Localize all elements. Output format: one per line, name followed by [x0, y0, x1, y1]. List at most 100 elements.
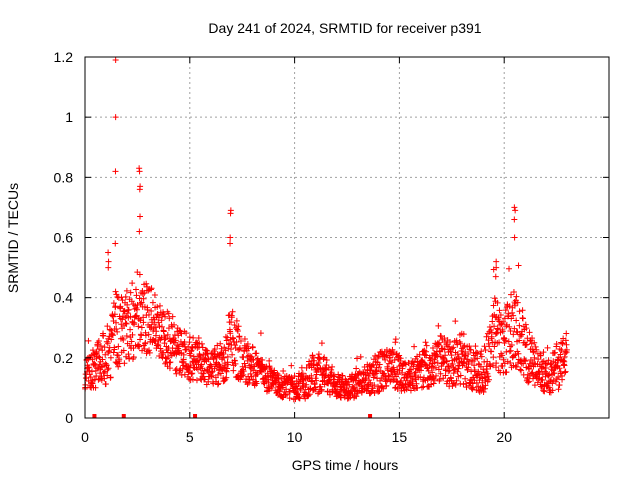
y-tick-label: 1.2 [54, 49, 74, 65]
data-point [562, 368, 569, 375]
data-point [525, 378, 532, 385]
data-point [136, 271, 143, 278]
data-point [193, 358, 200, 365]
data-point [500, 318, 507, 325]
data-point [112, 288, 119, 295]
data-point [391, 357, 398, 364]
grid-lines [85, 57, 609, 418]
data-point [383, 382, 390, 389]
data-point [111, 346, 118, 353]
data-point [435, 366, 442, 373]
data-point [417, 373, 424, 380]
data-point [368, 363, 375, 370]
data-point [225, 345, 232, 352]
data-point [353, 365, 360, 372]
data-point [366, 377, 373, 384]
data-point [458, 348, 465, 355]
data-point [142, 332, 149, 339]
data-point [472, 343, 479, 350]
data-point [247, 353, 254, 360]
data-point [286, 395, 293, 402]
data-point [137, 213, 144, 220]
data-point [441, 346, 448, 353]
data-point [165, 325, 172, 332]
data-point [408, 366, 415, 373]
data-point [394, 385, 401, 392]
data-point [323, 356, 330, 363]
data-point [404, 377, 411, 384]
data-point [517, 366, 524, 373]
data-point [516, 322, 523, 329]
x-tick-label: 5 [186, 429, 194, 445]
data-point [157, 345, 164, 352]
data-point [140, 314, 147, 321]
data-point [375, 388, 382, 395]
data-point [107, 354, 114, 361]
y-tick-label: 0 [65, 410, 73, 426]
data-point [521, 357, 528, 364]
data-point [511, 204, 518, 211]
data-point [390, 377, 397, 384]
data-point [540, 387, 547, 394]
data-point [144, 306, 151, 313]
data-point [134, 302, 141, 309]
data-point [465, 350, 472, 357]
data-point [236, 333, 243, 340]
data-point [561, 362, 568, 369]
data-point [503, 323, 510, 330]
data-point [151, 291, 158, 298]
data-point [523, 341, 530, 348]
data-point [313, 371, 320, 378]
data-point [563, 346, 570, 353]
data-point [485, 376, 492, 383]
data-point [246, 377, 253, 384]
data-point [113, 291, 120, 298]
data-point [461, 355, 468, 362]
data-point [205, 355, 212, 362]
data-point [482, 346, 489, 353]
data-point [88, 368, 95, 375]
data-point [286, 388, 293, 395]
data-point [229, 308, 236, 315]
data-point [149, 299, 156, 306]
data-point [555, 374, 562, 381]
data-point [507, 347, 514, 354]
data-point [413, 380, 420, 387]
data-point [411, 343, 418, 350]
data-point [549, 387, 556, 394]
data-point [110, 300, 117, 307]
data-point [512, 351, 519, 358]
data-point [558, 347, 565, 354]
data-point [369, 385, 376, 392]
data-point [105, 249, 112, 256]
data-point [486, 324, 493, 331]
data-point [471, 362, 478, 369]
data-point [494, 299, 501, 306]
data-point [516, 337, 523, 344]
data-point [346, 381, 353, 388]
data-point [532, 343, 539, 350]
data-point [198, 361, 205, 368]
data-point [257, 330, 264, 337]
data-point [311, 357, 318, 364]
data-point [156, 302, 163, 309]
data-point [470, 384, 477, 391]
data-point [221, 344, 228, 351]
data-point [522, 358, 529, 365]
data-point [137, 317, 144, 324]
data-point [232, 360, 239, 367]
data-point [109, 332, 116, 339]
data-point [245, 345, 252, 352]
data-point [436, 376, 443, 383]
data-point [140, 319, 147, 326]
data-point [141, 345, 148, 352]
data-point [93, 350, 100, 357]
data-point [493, 264, 500, 271]
data-point [552, 378, 559, 385]
data-point [452, 381, 459, 388]
data-point [427, 355, 434, 362]
data-point [130, 353, 137, 360]
data-point [535, 356, 542, 363]
data-point [120, 336, 127, 343]
